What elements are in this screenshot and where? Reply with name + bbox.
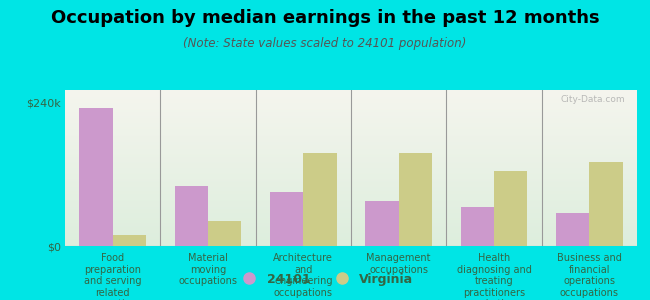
Bar — [398, 153, 432, 246]
Bar — [590, 162, 623, 246]
Bar — [365, 201, 398, 246]
Legend: 24101, Virginia: 24101, Virginia — [231, 268, 419, 291]
Bar — [461, 207, 494, 246]
Text: (Note: State values scaled to 24101 population): (Note: State values scaled to 24101 popu… — [183, 38, 467, 50]
Bar — [112, 235, 146, 246]
Bar — [79, 108, 112, 246]
Bar — [208, 221, 241, 246]
Text: City-Data.com: City-Data.com — [561, 95, 625, 104]
Text: Occupation by median earnings in the past 12 months: Occupation by median earnings in the pas… — [51, 9, 599, 27]
Bar — [304, 153, 337, 246]
Bar — [494, 171, 527, 246]
Bar — [175, 186, 208, 246]
Bar — [556, 213, 590, 246]
Bar — [270, 192, 304, 246]
